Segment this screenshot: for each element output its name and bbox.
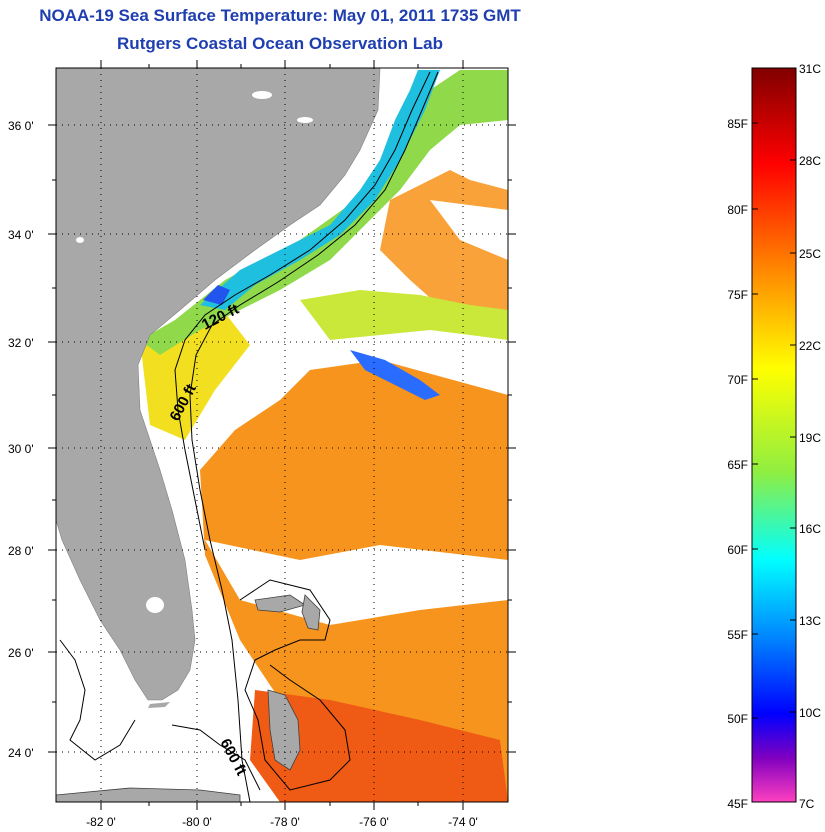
inland-water [252, 91, 272, 99]
lake-okeechobee [146, 597, 164, 613]
colorbar-fahrenheit-labels: 85F 80F 75F 70F 65F 60F 55F 50F 45F [727, 117, 748, 811]
map-title: NOAA-19 Sea Surface Temperature: May 01,… [39, 6, 521, 25]
colorbar-celsius-label: 25C [799, 247, 821, 261]
inland-water [297, 117, 313, 123]
land-florida-keys [148, 702, 170, 708]
colorbar-fahrenheit-label: 65F [727, 458, 748, 472]
contour-600ft [189, 71, 439, 802]
colorbar-celsius-label: 10C [799, 706, 821, 720]
contour-keys [171, 724, 261, 791]
lon-label: -82 0' [86, 815, 116, 829]
cold-nearshore-patch [203, 285, 230, 305]
colorbar-fahrenheit-label: 70F [727, 373, 748, 387]
contour-120ft [174, 71, 431, 551]
lat-label: 32 0' [8, 336, 34, 350]
colorbar-fahrenheit-label: 45F [727, 797, 748, 811]
lon-label: -76 0' [359, 815, 389, 829]
sargasso-water-north [380, 150, 508, 330]
land-grand-bahama [254, 594, 306, 613]
land-cuba [56, 787, 241, 802]
colorbar-celsius-label: 7C [799, 797, 815, 811]
land-andros-island [267, 689, 301, 771]
lat-label: 28 0' [8, 544, 34, 558]
colorbar-fahrenheit-label: 55F [727, 628, 748, 642]
colorbar-fahrenheit-label: 60F [727, 543, 748, 557]
colorbar-ticks [752, 122, 796, 719]
colorbar-fahrenheit-label: 85F [727, 117, 748, 131]
colorbar-celsius-label: 28C [799, 154, 821, 168]
lat-label: 30 0' [8, 442, 34, 456]
lat-label: 34 0' [8, 228, 34, 242]
contour-bahamas [239, 579, 351, 791]
latitude-labels: 36 0' 34 0' 32 0' 30 0' 28 0' 26 0' 24 0… [8, 119, 34, 760]
land-abaco [301, 594, 321, 631]
lat-label: 36 0' [8, 119, 34, 133]
colorbar-celsius-label: 22C [799, 339, 821, 353]
lat-label: 24 0' [8, 746, 34, 760]
map-ticks [48, 60, 516, 810]
colorbar-celsius-labels: 31C 28C 25C 22C 19C 16C 13C 10C 7C [799, 62, 821, 811]
inland-water [76, 237, 84, 243]
contour-west-florida [59, 639, 136, 761]
colorbar-fahrenheit-label: 75F [727, 288, 748, 302]
land-mainland [56, 68, 381, 701]
lon-label: -74 0' [448, 815, 478, 829]
shelf-water-warmer-band [300, 290, 508, 340]
lon-label: -78 0' [270, 815, 300, 829]
map-frame [55, 67, 509, 803]
cloud-patch [430, 200, 508, 260]
cold-eddy-patch [350, 350, 440, 400]
colorbar-celsius-label: 16C [799, 522, 821, 536]
colorbar-fahrenheit-label: 80F [727, 203, 748, 217]
longitude-labels: -82 0' -80 0' -78 0' -76 0' -74 0' [86, 815, 478, 829]
colorbar-fahrenheit-label: 50F [727, 712, 748, 726]
lon-label: -80 0' [182, 815, 212, 829]
temperature-colorbar [751, 67, 797, 803]
colorbar-celsius-label: 31C [799, 62, 821, 76]
map-panel[interactable]: 120 ft 600 ft 600 ft [56, 68, 508, 802]
colorbar-celsius-label: 19C [799, 431, 821, 445]
lat-label: 26 0' [8, 646, 34, 660]
shelf-water-cold [200, 70, 440, 310]
gulf-stream-region [250, 690, 508, 802]
colorbar-celsius-label: 13C [799, 614, 821, 628]
graticule [56, 68, 508, 802]
map-subtitle: Rutgers Coastal Ocean Observation Lab [117, 34, 443, 53]
